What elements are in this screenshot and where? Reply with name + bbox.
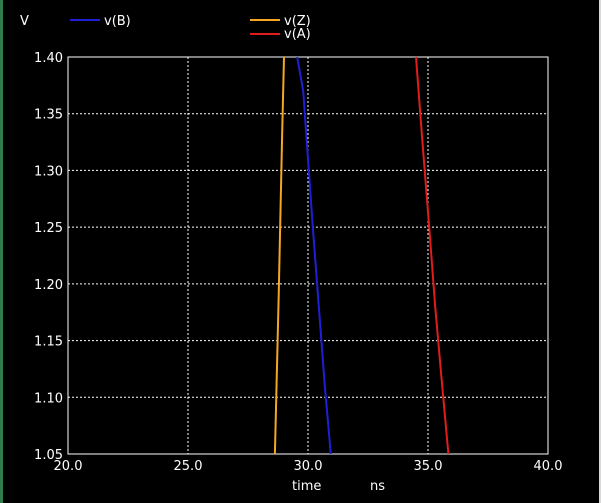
grid-lines — [68, 57, 548, 454]
legend-v-b-label: v(B) — [104, 14, 131, 29]
y-tick-label: 1.25 — [34, 221, 63, 236]
legend-v-z[interactable]: v(Z) — [250, 14, 311, 29]
right-panel-edge — [599, 0, 601, 503]
x-axis-unit: ns — [370, 479, 385, 494]
y-tick-label: 1.30 — [34, 164, 63, 179]
series-line-vz[interactable] — [273, 56, 285, 455]
y-tick-label: 1.05 — [34, 448, 63, 463]
x-tick-label: 35.0 — [414, 459, 443, 474]
y-tick-label: 1.35 — [34, 108, 63, 123]
x-tick-label: 20.0 — [54, 459, 83, 474]
x-tick-label: 25.0 — [174, 459, 203, 474]
x-axis-label: time — [292, 479, 321, 494]
x-tick-label: 40.0 — [534, 459, 563, 474]
legend-v-z-label: v(Z) — [284, 14, 311, 29]
legend-v-b[interactable]: v(B) — [70, 14, 131, 29]
tick-labels: 20.0 25.0 30.0 35.0 40.0 1.05 1.10 1.15 1.20 1.25… — [34, 51, 562, 474]
y-tick-label: 1.40 — [34, 51, 63, 66]
y-axis-label: V — [20, 14, 29, 29]
legend-v-a[interactable]: v(A) — [250, 27, 311, 42]
y-tick-label: 1.15 — [34, 335, 63, 350]
series-line-va[interactable] — [415, 56, 450, 455]
left-panel-edge — [0, 0, 3, 503]
x-tick-label: 30.0 — [294, 459, 323, 474]
y-tick-label: 1.20 — [34, 278, 63, 293]
series-lines — [273, 56, 450, 455]
legend-v-a-label: v(A) — [284, 27, 311, 42]
y-tick-label: 1.10 — [34, 391, 63, 406]
series-line-vb[interactable] — [296, 56, 332, 455]
